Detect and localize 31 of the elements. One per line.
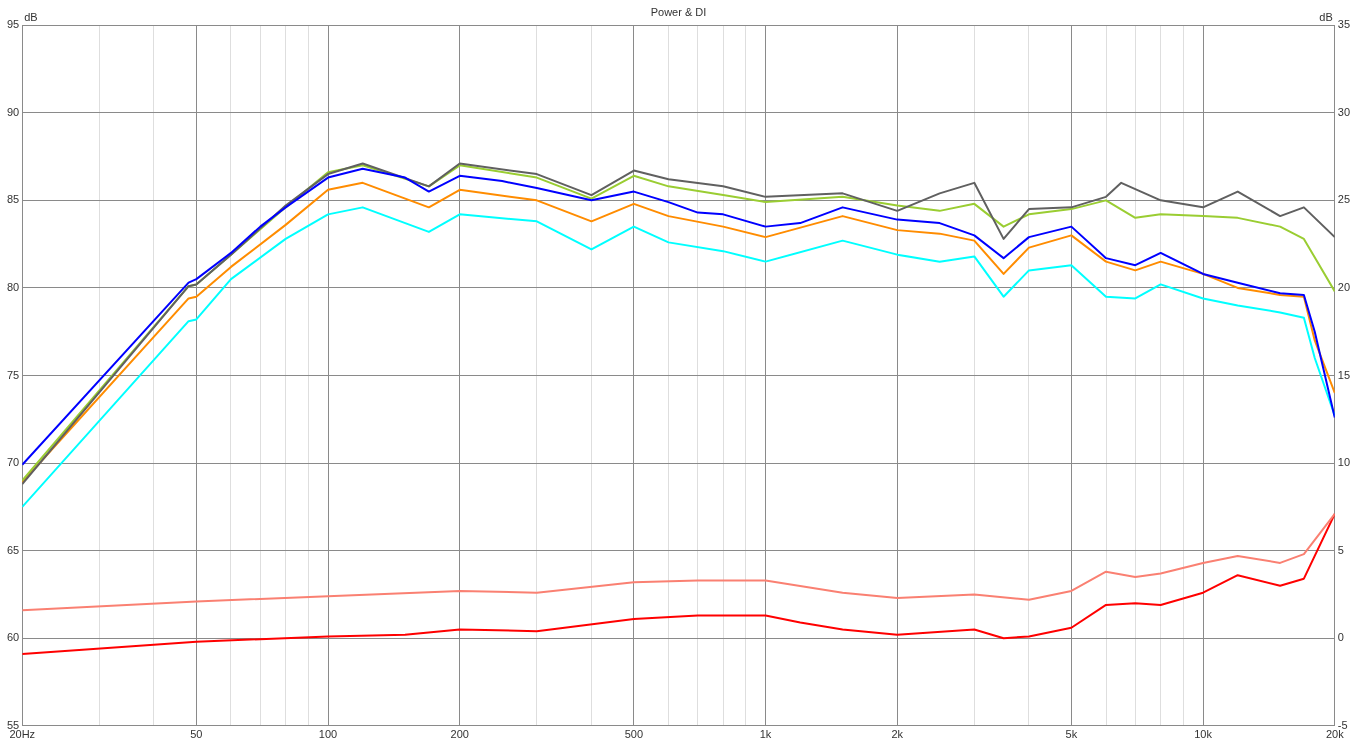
y-tick-label: 90 bbox=[6, 105, 20, 118]
y-tick-label: 95 bbox=[6, 18, 20, 31]
x-tick-label: 10k bbox=[1194, 728, 1213, 741]
y-tick-label: 85 bbox=[6, 193, 20, 206]
x-tick-label: 5k bbox=[1065, 728, 1078, 741]
y-tick-label: 70 bbox=[6, 456, 20, 469]
y2-tick-label: 20 bbox=[1337, 280, 1351, 293]
y2-axis-title: dB bbox=[1319, 10, 1333, 23]
y2-tick-label: -5 bbox=[1337, 718, 1348, 731]
x-tick-label: 50 bbox=[190, 728, 203, 741]
y2-tick-label: 15 bbox=[1337, 368, 1351, 381]
y-tick-label: 80 bbox=[6, 280, 20, 293]
y2-tick-label: 0 bbox=[1337, 631, 1344, 644]
x-tick-label: 500 bbox=[624, 728, 644, 741]
x-tick-label: 200 bbox=[450, 728, 469, 741]
y-axis-title: dB bbox=[24, 10, 38, 23]
x-tick-label: 20Hz bbox=[9, 728, 36, 741]
chart-title: Power & DI bbox=[650, 5, 707, 18]
x-tick-label: 2k bbox=[891, 728, 904, 741]
y2-tick-label: 5 bbox=[1337, 543, 1344, 556]
y2-tick-label: 35 bbox=[1337, 18, 1351, 31]
x-tick-label: 1k bbox=[759, 728, 772, 741]
x-tick-label: 100 bbox=[318, 728, 338, 741]
y-tick-label: 55 bbox=[6, 718, 20, 731]
y2-tick-label: 25 bbox=[1337, 193, 1351, 206]
y-tick-label: 75 bbox=[6, 368, 20, 381]
y-tick-label: 60 bbox=[6, 631, 20, 644]
y2-tick-label: 30 bbox=[1337, 105, 1351, 118]
y2-tick-label: 10 bbox=[1337, 456, 1351, 469]
x-tick-label: 20k bbox=[1325, 728, 1345, 741]
y-tick-label: 65 bbox=[6, 543, 20, 556]
